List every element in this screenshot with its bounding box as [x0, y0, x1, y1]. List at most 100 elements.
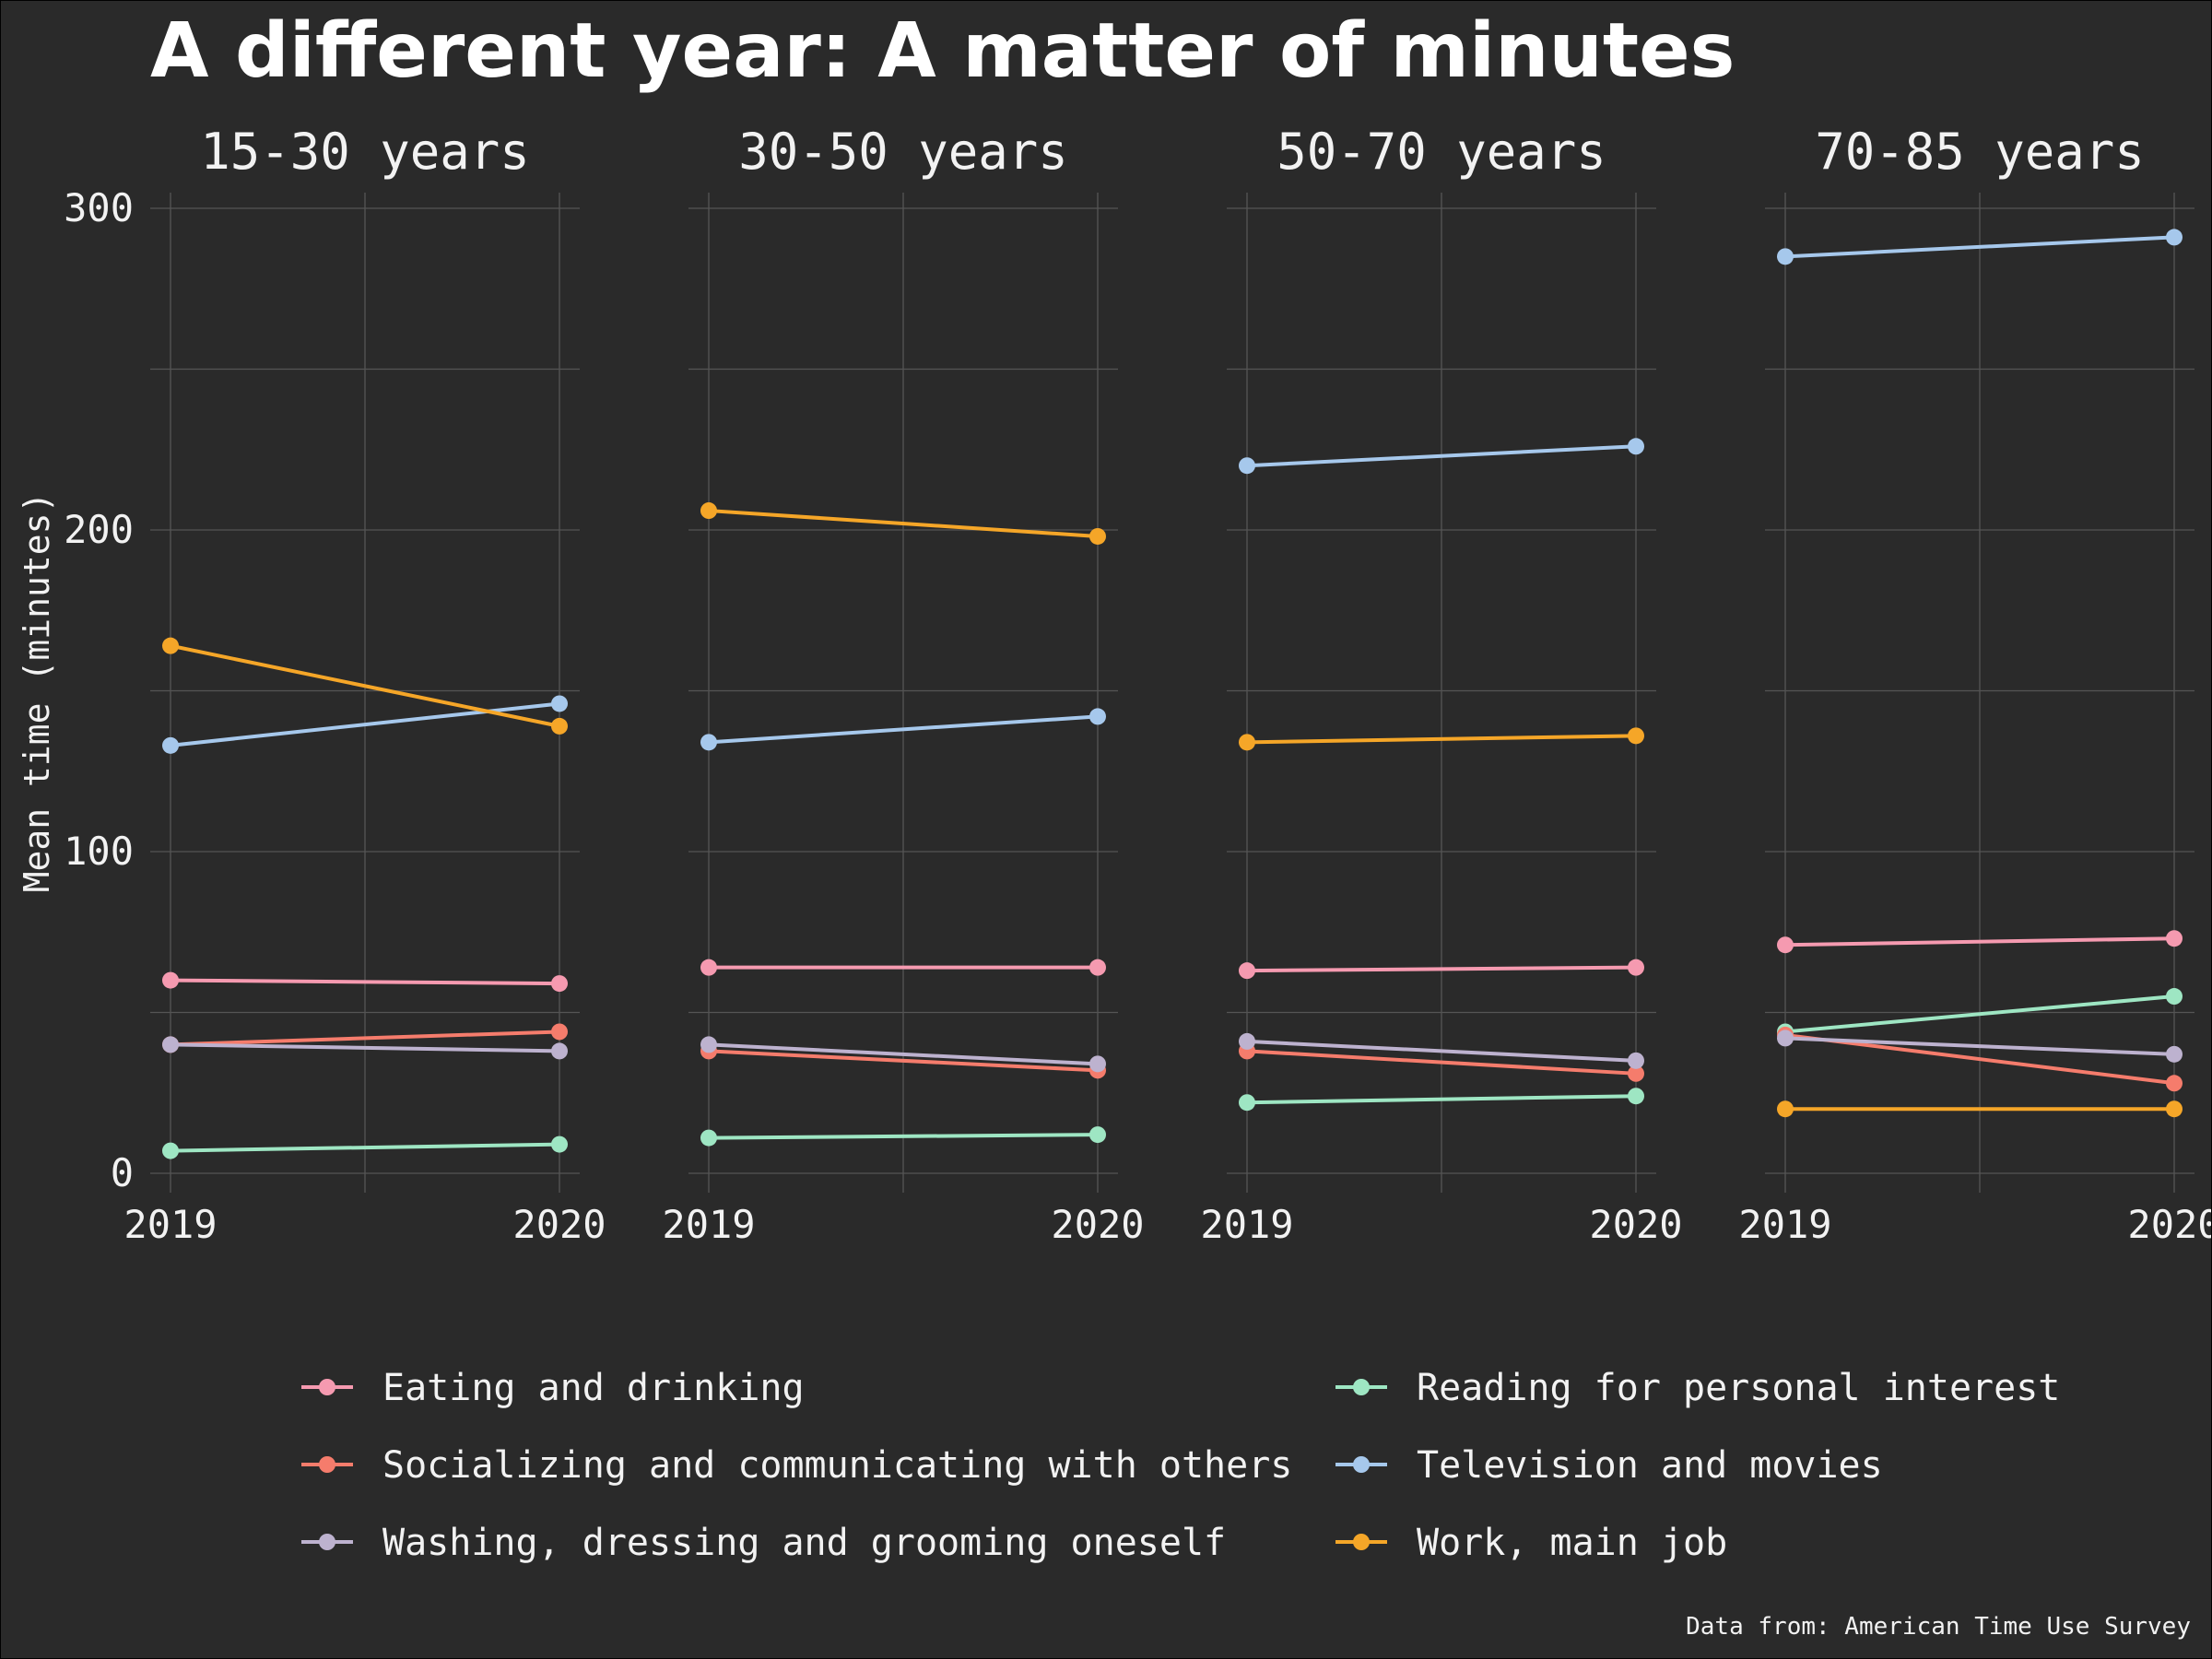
data-point [1089, 959, 1106, 976]
series-work-main-job [700, 502, 1106, 545]
series-washing-dressing-and-grooming-oneself [1239, 1032, 1644, 1069]
y-axis-label: Mean time (minutes) [17, 492, 57, 893]
series-television-and-movies [700, 708, 1106, 751]
facet-panels: 15-30 years 2019 2020 0 100 200 300 30-50 years… [64, 123, 2211, 1247]
series-reading-for-personal-interest [1239, 1088, 1644, 1112]
panel-title: 70-85 years [1815, 123, 2145, 181]
series-eating-and-drinking [1239, 959, 1644, 980]
data-point [162, 736, 179, 754]
series-eating-and-drinking [700, 959, 1106, 976]
data-point [1239, 734, 1255, 751]
legend-item-socializing-and-communicating-with-others: Socializing and communicating with other… [301, 1444, 1292, 1487]
series-eating-and-drinking [162, 971, 568, 993]
x-tick-label: 2019 [1200, 1202, 1293, 1247]
data-point [1628, 1065, 1644, 1082]
y-tick-label: 0 [111, 1150, 134, 1195]
legend-item-work-main-job: Work, main job [1335, 1522, 1727, 1564]
legend-label: Television and movies [1417, 1444, 1883, 1487]
x-tick-label: 2019 [662, 1202, 755, 1247]
panel-50-70-years: 50-70 years 2019 2020 [1200, 123, 1682, 1247]
series-line [170, 1142, 560, 1153]
data-point [551, 975, 568, 993]
data-point [1628, 959, 1644, 976]
series-line [170, 1030, 560, 1047]
series-washing-dressing-and-grooming-oneself [162, 1036, 568, 1060]
panel-15-30-years: 15-30 years 2019 2020 [124, 123, 606, 1247]
series-line [170, 701, 560, 747]
data-point [551, 1023, 568, 1041]
series-line [1784, 235, 2175, 259]
panel-title: 15-30 years [200, 123, 530, 181]
legend-key-point [319, 1534, 335, 1550]
series-line [1246, 1049, 1637, 1076]
data-point [1777, 936, 1794, 954]
series-line [1246, 734, 1637, 745]
series-line [170, 1042, 560, 1053]
series-work-main-job [162, 637, 568, 735]
data-point [700, 1129, 717, 1147]
data-point [700, 734, 717, 751]
series-reading-for-personal-interest [700, 1126, 1106, 1147]
x-tick-label: 2020 [512, 1202, 606, 1247]
series-line [708, 1042, 1099, 1066]
data-point [1777, 1100, 1794, 1118]
data-point [1239, 1094, 1255, 1112]
data-point [162, 1142, 179, 1159]
x-tick-label: 2019 [124, 1202, 217, 1247]
legend-key-point [1353, 1534, 1370, 1550]
series-line [1246, 444, 1637, 468]
series-television-and-movies [162, 695, 568, 754]
data-point [1628, 438, 1644, 455]
data-point [162, 637, 179, 654]
x-tick-label: 2020 [2127, 1202, 2211, 1247]
legend-label: Washing, dressing and grooming oneself [382, 1522, 1226, 1564]
series-line [1246, 1039, 1637, 1063]
series-line [1784, 994, 2175, 1034]
data-point [2166, 1075, 2183, 1092]
data-point [551, 695, 568, 712]
legend-item-washing-dressing-and-grooming-oneself: Washing, dressing and grooming oneself [301, 1522, 1226, 1564]
legend: Eating and drinking Socializing and commu… [301, 1367, 2060, 1564]
data-point [2166, 1100, 2183, 1118]
legend-label: Work, main job [1417, 1522, 1727, 1564]
data-point [2166, 1045, 2183, 1063]
data-point [1239, 457, 1255, 475]
series-television-and-movies [1239, 438, 1644, 475]
series-work-main-job [1239, 727, 1644, 751]
series-work-main-job [1777, 1100, 2183, 1118]
series-washing-dressing-and-grooming-oneself [700, 1036, 1106, 1073]
data-point [2166, 988, 2183, 1006]
series-line [708, 1049, 1099, 1073]
data-point [1777, 1030, 1794, 1047]
x-tick-label: 2020 [1589, 1202, 1682, 1247]
data-point [1239, 962, 1255, 980]
series-line [1246, 965, 1637, 973]
data-point [1089, 1126, 1106, 1144]
data-point [1628, 1088, 1644, 1105]
series-line [708, 1133, 1099, 1140]
legend-label: Eating and drinking [382, 1367, 805, 1409]
legend-item-reading-for-personal-interest: Reading for personal interest [1335, 1367, 2060, 1409]
series-line [1784, 936, 2175, 947]
series-television-and-movies [1777, 229, 2183, 265]
series-line [1784, 1036, 2175, 1056]
legend-key-point [319, 1379, 335, 1395]
legend-label: Reading for personal interest [1417, 1367, 2060, 1409]
data-point [700, 502, 717, 520]
caption: Data from: American Time Use Survey [1686, 1613, 2191, 1641]
legend-item-eating-and-drinking: Eating and drinking [301, 1367, 805, 1409]
series-line [708, 509, 1099, 538]
legend-key-point [1353, 1456, 1370, 1473]
panel-title: 30-50 years [738, 123, 1068, 181]
series-line [1246, 1094, 1637, 1105]
legend-key-point [319, 1456, 335, 1473]
y-tick-label: 200 [64, 507, 134, 552]
data-point [1628, 1052, 1644, 1069]
panel-30-50-years: 30-50 years 2019 2020 [662, 123, 1144, 1247]
data-point [1089, 527, 1106, 545]
series-line [708, 714, 1099, 745]
chart-title: A different year: A matter of minutes [150, 7, 1735, 95]
data-point [1089, 708, 1106, 725]
series-eating-and-drinking [1777, 930, 2183, 954]
